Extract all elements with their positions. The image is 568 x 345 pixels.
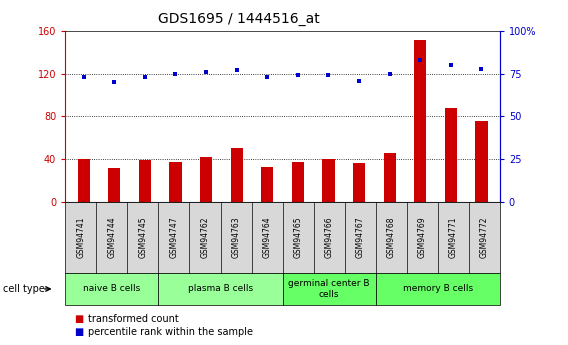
Text: GSM94767: GSM94767	[356, 216, 365, 258]
Text: plasma B cells: plasma B cells	[188, 284, 253, 294]
Bar	[414, 40, 427, 202]
Text: GSM94763: GSM94763	[232, 216, 240, 258]
Bar	[292, 162, 304, 202]
Text: GSM94744: GSM94744	[107, 216, 116, 258]
Point	[202, 69, 211, 75]
Text: GSM94764: GSM94764	[262, 216, 272, 258]
Bar	[383, 153, 396, 202]
Text: GSM94766: GSM94766	[325, 216, 333, 258]
Text: GSM94771: GSM94771	[449, 216, 458, 258]
Point	[79, 75, 88, 80]
Text: memory B cells: memory B cells	[403, 284, 473, 294]
Text: naive B cells: naive B cells	[83, 284, 140, 294]
Text: GSM94765: GSM94765	[294, 216, 303, 258]
Text: GSM94747: GSM94747	[169, 216, 178, 258]
Point	[324, 73, 333, 78]
Bar	[323, 159, 335, 202]
Text: GSM94769: GSM94769	[417, 216, 427, 258]
Point	[293, 73, 302, 78]
Point	[416, 57, 425, 63]
Point	[232, 68, 241, 73]
Text: percentile rank within the sample: percentile rank within the sample	[88, 327, 253, 337]
Text: GSM94772: GSM94772	[480, 216, 489, 258]
Text: GSM94762: GSM94762	[201, 216, 210, 258]
Bar	[139, 160, 151, 202]
Text: transformed count: transformed count	[88, 314, 179, 324]
Bar	[200, 157, 212, 202]
Text: ■: ■	[74, 314, 83, 324]
Text: GDS1695 / 1444516_at: GDS1695 / 1444516_at	[158, 12, 319, 26]
Bar	[261, 167, 273, 202]
Bar	[475, 121, 487, 202]
Point	[446, 62, 456, 68]
Point	[385, 71, 394, 77]
Bar	[353, 164, 365, 202]
Point	[110, 80, 119, 85]
Bar	[445, 108, 457, 202]
Text: ■: ■	[74, 327, 83, 337]
Text: GSM94768: GSM94768	[387, 216, 396, 258]
Text: germinal center B
cells: germinal center B cells	[289, 279, 370, 299]
Text: GSM94741: GSM94741	[76, 216, 85, 258]
Point	[140, 75, 149, 80]
Bar	[231, 148, 243, 202]
Bar	[169, 162, 182, 202]
Bar	[108, 168, 120, 202]
Point	[354, 78, 364, 83]
Point	[263, 75, 272, 80]
Text: cell type: cell type	[3, 284, 45, 294]
Text: GSM94745: GSM94745	[139, 216, 148, 258]
Point	[477, 66, 486, 71]
Point	[171, 71, 180, 77]
Bar	[78, 159, 90, 202]
